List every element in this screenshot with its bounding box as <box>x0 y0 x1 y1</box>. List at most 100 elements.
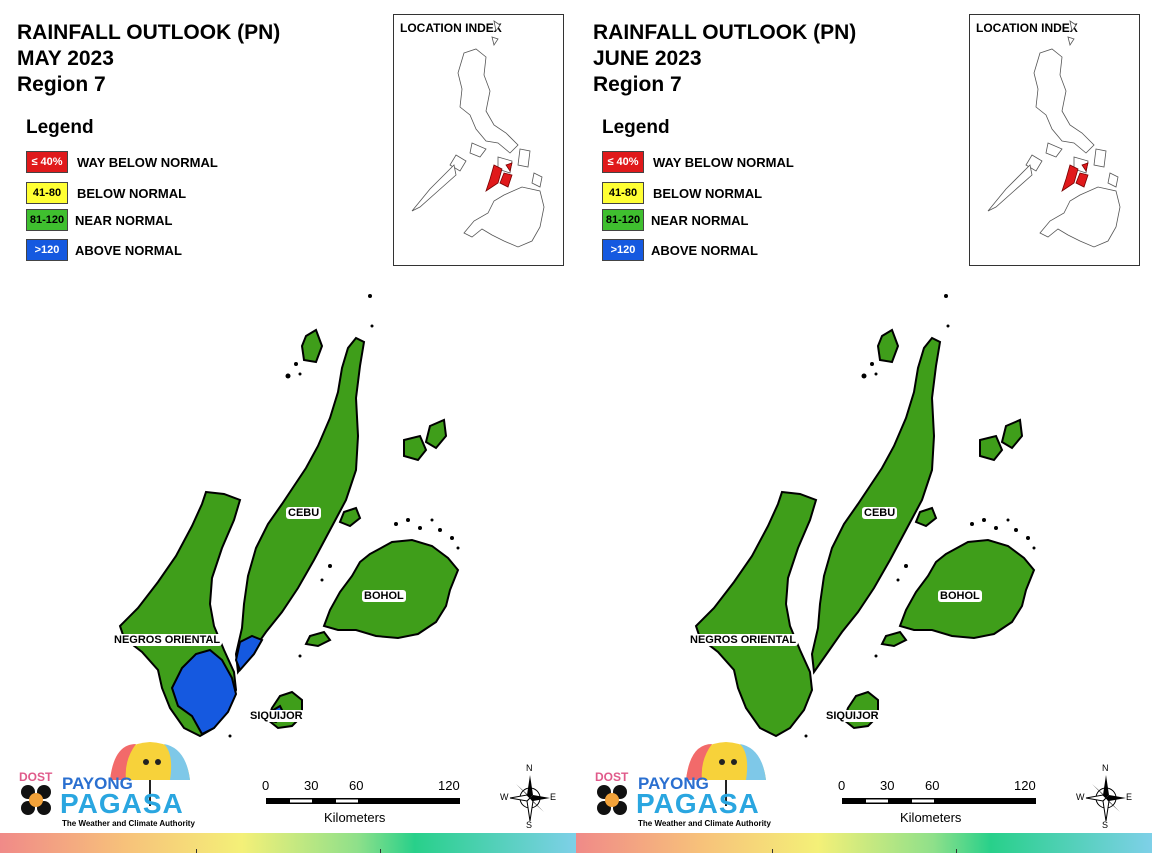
logo-tagline: The Weather and Climate Authority <box>638 819 771 828</box>
legend-label-near: NEAR NORMAL <box>651 213 749 228</box>
label-bohol: BOHOL <box>362 590 406 602</box>
location-index: LOCATION INDEX <box>969 14 1140 266</box>
above-normal-cebu-south <box>234 634 264 672</box>
scale-tick-0: 0 <box>262 778 270 793</box>
compass-icon <box>509 775 550 822</box>
logo-tagline: The Weather and Climate Authority <box>62 819 195 828</box>
legend-label-above: ABOVE NORMAL <box>651 243 758 258</box>
outlook-panel-may: RAINFALL OUTLOOK (PN) MAY 2023 Region 7 … <box>0 14 576 853</box>
cebu-island <box>810 336 942 675</box>
cebu-north-islet <box>300 328 324 364</box>
pagasa-logo: DOST PAYONG PAGASA The Weather and Clima… <box>14 740 204 832</box>
compass-s: S <box>526 820 533 830</box>
cebu-island <box>234 336 366 675</box>
legend-label-near: NEAR NORMAL <box>75 213 173 228</box>
compass-rose: N E S W <box>1076 763 1136 831</box>
legend-swatch-way-below: ≤ 40% <box>602 151 644 173</box>
bohol-island <box>322 538 460 640</box>
umbrella-icon <box>21 742 190 815</box>
camotes-island-2 <box>424 418 448 450</box>
scale-tick-120: 120 <box>438 778 460 793</box>
title-line-1: RAINFALL OUTLOOK (PN) <box>593 21 857 44</box>
legend-swatch-way-below: ≤ 40% <box>26 151 68 173</box>
footer-gradient-bar <box>576 833 1152 853</box>
compass-n: N <box>526 763 533 773</box>
legend-swatch-above: >120 <box>26 239 68 261</box>
logo-pagasa: PAGASA <box>60 788 184 819</box>
logo-pagasa: PAGASA <box>636 788 760 819</box>
scale-bar: 0 30 60 120 Kilometers <box>262 776 472 836</box>
compass-e: E <box>1126 792 1133 802</box>
legend-label-way-below: WAY BELOW NORMAL <box>77 155 218 170</box>
legend-swatch-below: 41-80 <box>602 182 644 204</box>
region-7-map <box>118 294 460 738</box>
camotes-island-2 <box>1000 418 1024 450</box>
islet-bohol-south <box>304 630 332 648</box>
scale-tick-60: 60 <box>349 778 364 793</box>
location-index-title: LOCATION INDEX <box>976 21 1078 35</box>
logo-payong: PAYONG <box>638 774 709 793</box>
label-siquijor: SIQUIJOR <box>824 710 881 722</box>
legend-label-below: BELOW NORMAL <box>77 186 187 201</box>
islet-olango <box>338 506 362 528</box>
legend-swatch-above: >120 <box>602 239 644 261</box>
compass-s: S <box>1102 820 1109 830</box>
scale-bar-graphic <box>842 798 1036 804</box>
title-line-3: Region 7 <box>593 73 682 96</box>
camotes-island-1 <box>979 434 1004 462</box>
bohol-island <box>898 538 1036 640</box>
pagasa-logo: DOST PAYONG PAGASA The Weather and Clima… <box>590 740 780 832</box>
label-bohol: BOHOL <box>938 590 982 602</box>
cebu-north-islet <box>876 328 900 364</box>
scale-tick-30: 30 <box>304 778 319 793</box>
islet-olango <box>914 506 938 528</box>
title-line-3: Region 7 <box>17 73 106 96</box>
logo-dost: DOST <box>19 770 53 784</box>
legend-swatch-near: 81-120 <box>26 209 68 231</box>
label-negros-oriental: NEGROS ORIENTAL <box>112 634 223 646</box>
title-line-2: MAY 2023 <box>17 47 114 70</box>
logo-dost: DOST <box>595 770 629 784</box>
legend-title: Legend <box>26 117 94 138</box>
scale-unit: Kilometers <box>900 810 962 825</box>
scale-unit: Kilometers <box>324 810 386 825</box>
footer-gradient-bar <box>0 833 576 853</box>
legend-swatch-below: 41-80 <box>26 182 68 204</box>
legend-label-way-below: WAY BELOW NORMAL <box>653 155 794 170</box>
map-title: RAINFALL OUTLOOK (PN) JUNE 2023 Region 7 <box>593 20 856 98</box>
philippines-index-map <box>987 20 1121 248</box>
scale-bar: 0 30 60 120 Kilometers <box>838 776 1048 836</box>
scale-tick-0: 0 <box>838 778 846 793</box>
title-line-1: RAINFALL OUTLOOK (PN) <box>17 21 281 44</box>
compass-w: W <box>1076 792 1085 802</box>
compass-e: E <box>550 792 557 802</box>
legend-label-above: ABOVE NORMAL <box>75 243 182 258</box>
label-negros-oriental: NEGROS ORIENTAL <box>688 634 799 646</box>
scale-tick-60: 60 <box>925 778 940 793</box>
compass-w: W <box>500 792 509 802</box>
compass-n: N <box>1102 763 1109 773</box>
map-title: RAINFALL OUTLOOK (PN) MAY 2023 Region 7 <box>17 20 280 98</box>
title-line-2: JUNE 2023 <box>593 47 702 70</box>
scale-bar-graphic <box>266 798 460 804</box>
legend-label-below: BELOW NORMAL <box>653 186 763 201</box>
label-siquijor: SIQUIJOR <box>248 710 305 722</box>
islet-bohol-south <box>880 630 908 648</box>
compass-rose: N E S W <box>500 763 560 831</box>
region-7-map <box>694 294 1036 738</box>
compass-icon <box>1085 775 1126 822</box>
umbrella-icon <box>597 742 766 815</box>
legend-title: Legend <box>602 117 670 138</box>
location-index-title: LOCATION INDEX <box>400 21 502 35</box>
scale-tick-30: 30 <box>880 778 895 793</box>
camotes-island-1 <box>403 434 428 462</box>
outlook-panel-june: RAINFALL OUTLOOK (PN) JUNE 2023 Region 7… <box>576 0 1152 864</box>
scale-tick-120: 120 <box>1014 778 1036 793</box>
label-cebu: CEBU <box>862 507 898 519</box>
legend-swatch-near: 81-120 <box>602 209 644 231</box>
negros-oriental-region <box>694 490 818 738</box>
logo-payong: PAYONG <box>62 774 133 793</box>
label-cebu: CEBU <box>286 507 322 519</box>
philippines-index-map <box>411 20 545 248</box>
location-index: LOCATION INDEX <box>393 14 564 266</box>
